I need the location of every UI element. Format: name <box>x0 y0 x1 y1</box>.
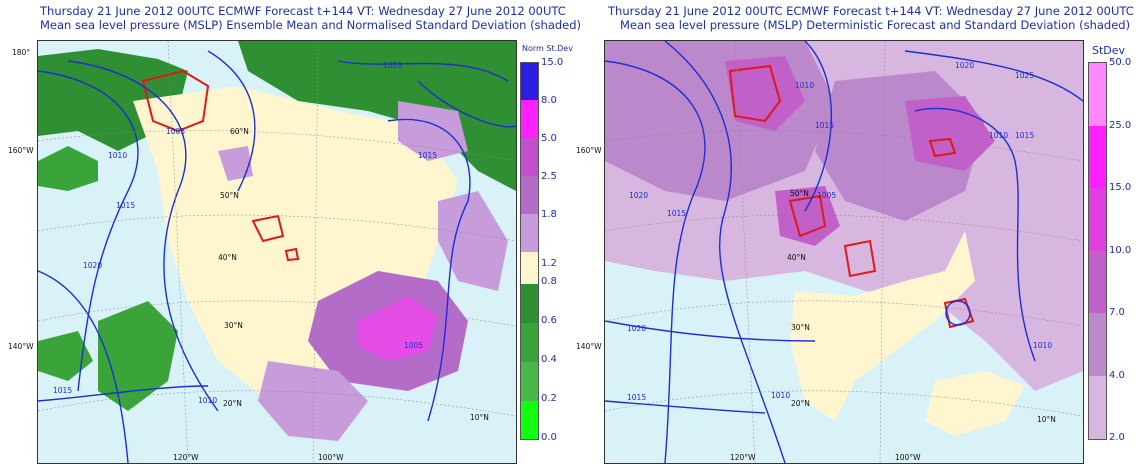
left-isobar-label: 1010 <box>198 396 218 405</box>
right-colorbar-segment <box>1089 251 1106 313</box>
left-isobar-label: 1010 <box>108 151 128 160</box>
right-lat-label-30n: 30°N <box>791 323 810 332</box>
right-colorbar-tick: 25.0 <box>1109 120 1132 131</box>
right-isobar-label: 1015 <box>1015 131 1035 140</box>
right-lon-label-160w: 160°W <box>576 146 602 155</box>
left-colorbar <box>520 62 539 440</box>
right-isobar-label: 1020 <box>627 324 647 333</box>
left-colorbar-tick: 0.0 <box>541 432 557 443</box>
right-isobar-label: 1010 <box>989 131 1009 140</box>
right-map-svg <box>605 41 1083 463</box>
right-colorbar-tick: 50.0 <box>1109 57 1132 68</box>
right-colorbar-segment <box>1089 63 1106 126</box>
right-title-line1: Thursday 21 June 2012 00UTC ECMWF Foreca… <box>608 4 1134 18</box>
left-colorbar-segment <box>521 100 538 138</box>
left-colorbar-tick: 5.0 <box>541 133 557 144</box>
right-colorbar-segment <box>1089 376 1106 439</box>
left-colorbar-tick: 2.5 <box>541 171 557 182</box>
left-isobar-label: 1020 <box>383 61 403 70</box>
left-lon-label-160w: 160°W <box>8 146 34 155</box>
left-isobar-label: 1020 <box>83 261 103 270</box>
left-colorbar-segment <box>521 63 538 100</box>
left-isobar-label: 1005 <box>404 341 424 350</box>
right-colorbar-title: StDev <box>1092 44 1126 57</box>
left-colorbar-tick: 15.0 <box>541 57 564 68</box>
right-lat-label-40n: 40°N <box>787 253 806 262</box>
left-lon-label-100w: 100°W <box>318 453 344 462</box>
left-colorbar-tick: 1.8 <box>541 209 557 220</box>
right-isobar-label: 1010 <box>771 391 791 400</box>
right-colorbar-tick: 7.0 <box>1109 307 1125 318</box>
right-isobar-label: 1025 <box>1015 71 1035 80</box>
left-colorbar-tick: 8.0 <box>541 95 557 106</box>
right-isobar-label: 1015 <box>667 209 687 218</box>
left-lat-label-50n: 50°N <box>220 191 239 200</box>
right-colorbar-tick: 10.0 <box>1109 245 1132 256</box>
left-isobar-label: 1005 <box>166 127 186 136</box>
right-title-line2: Mean sea level pressure (MSLP) Determini… <box>620 18 1131 32</box>
left-colorbar-title: Norm St.Dev <box>522 44 573 53</box>
left-colorbar-tick: 1.2 <box>541 258 557 269</box>
right-lat-label-50n: 50°N <box>790 189 809 198</box>
right-lon-label-100w: 100°W <box>895 453 921 462</box>
left-colorbar-segment <box>521 252 538 284</box>
left-lat-label-20n: 20°N <box>223 399 242 408</box>
left-colorbar-segment <box>521 284 538 323</box>
right-lat-label-20n: 20°N <box>791 399 810 408</box>
left-lon-label-140w: 140°W <box>8 342 34 351</box>
left-colorbar-tick: 0.8 <box>541 276 557 287</box>
right-map: 120°W 100°W 50°N 40°N 30°N 20°N 10°N 102… <box>604 40 1084 464</box>
left-lat-label-40n: 40°N <box>218 253 237 262</box>
left-isobar-label: 1015 <box>53 386 73 395</box>
right-isobar-label: 1010 <box>1033 341 1053 350</box>
left-title-line2: Mean sea level pressure (MSLP) Ensemble … <box>40 18 582 32</box>
right-lon-label-120w: 120°W <box>730 453 756 462</box>
right-isobar-label: 1020 <box>629 191 649 200</box>
left-map: 120°W 100°W 60°N 50°N 40°N 30°N 20°N 10°… <box>37 40 517 464</box>
left-colorbar-tick: 0.4 <box>541 354 557 365</box>
right-colorbar-tick: 15.0 <box>1109 182 1132 193</box>
right-isobar-label: 1015 <box>815 121 835 130</box>
left-colorbar-segment <box>521 362 538 401</box>
left-lon-label-120w: 120°W <box>173 453 199 462</box>
left-isobar-label: 1015 <box>116 201 136 210</box>
left-colorbar-segment <box>521 214 538 252</box>
right-isobar-label: 1010 <box>795 81 815 90</box>
left-lat-label-60n: 60°N <box>230 127 249 136</box>
right-colorbar-tick: 2.0 <box>1109 432 1125 443</box>
left-lat-label-10n: 10°N <box>470 413 489 422</box>
left-colorbar-tick: 0.6 <box>541 315 557 326</box>
right-colorbar <box>1088 62 1107 440</box>
right-isobar-label: 1005 <box>817 191 837 200</box>
right-lat-label-10n: 10°N <box>1037 415 1056 424</box>
right-isobar-label: 1020 <box>955 61 975 70</box>
left-colorbar-segment <box>521 138 538 176</box>
left-map-svg <box>38 41 516 463</box>
right-isobar-label: 1015 <box>627 393 647 402</box>
left-lon-label-180: 180° <box>12 48 31 57</box>
left-title-line1: Thursday 21 June 2012 00UTC ECMWF Foreca… <box>40 4 566 18</box>
right-colorbar-segment <box>1089 126 1106 188</box>
right-colorbar-segment <box>1089 313 1106 376</box>
right-colorbar-segment <box>1089 188 1106 251</box>
left-colorbar-tick: 0.2 <box>541 393 557 404</box>
right-lon-label-140w: 140°W <box>576 342 602 351</box>
left-colorbar-segment <box>521 401 538 439</box>
right-colorbar-tick: 4.0 <box>1109 370 1125 381</box>
left-colorbar-segment <box>521 323 538 362</box>
left-isobar-label: 1015 <box>418 151 438 160</box>
left-lat-label-30n: 30°N <box>224 321 243 330</box>
left-colorbar-segment <box>521 176 538 214</box>
